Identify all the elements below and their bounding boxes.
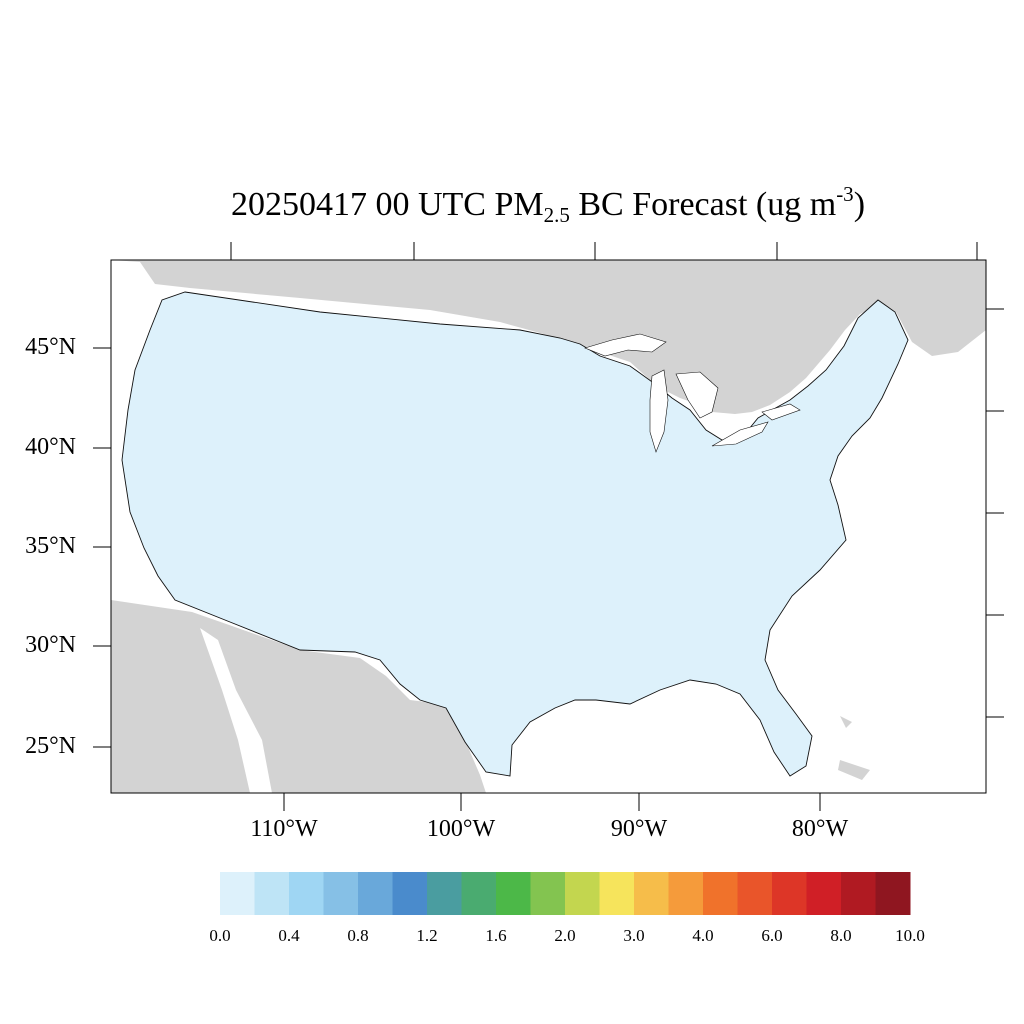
colorbar-label-7: 4.0 (692, 926, 714, 945)
lat-label-40: 40°N (25, 434, 76, 460)
title-superscript: -3 (836, 182, 854, 206)
cuba-land (838, 760, 870, 780)
lake-michigan (649, 369, 669, 453)
colorbar-label-6: 3.0 (623, 926, 645, 945)
colorbar-label-8: 6.0 (761, 926, 783, 945)
colorbar-swatch-11 (599, 872, 635, 915)
lat-label-25: 25°N (25, 733, 76, 759)
colorbar-label-3: 1.2 (416, 926, 438, 945)
colorbar-swatch-9 (530, 872, 566, 915)
colorbar-label-5: 2.0 (554, 926, 576, 945)
colorbar-swatch-1 (254, 872, 290, 915)
title-subscript: 2.5 (543, 203, 570, 227)
colorbar-swatch-4 (358, 872, 393, 915)
colorbar-swatch-15 (737, 872, 773, 915)
colorbar-label-10: 10.0 (895, 926, 925, 945)
lake-huron (675, 371, 719, 419)
bottom-ticks (283, 793, 821, 811)
lake-erie (711, 421, 769, 447)
map-frame (110, 259, 987, 794)
lat-label-35: 35°N (25, 533, 76, 559)
colorbar-swatch-0 (220, 872, 255, 915)
colorbar-swatch-2 (289, 872, 324, 915)
top-ticks (230, 242, 978, 260)
lat-label-45: 45°N (25, 334, 76, 360)
map-area (111, 260, 986, 793)
lon-label-90: 90°W (610, 816, 668, 842)
colorbar-swatch-8 (496, 872, 531, 915)
colorbar-swatch-17 (806, 872, 842, 915)
mexico-land (111, 600, 486, 793)
bahamas-land (840, 716, 852, 728)
colorbar-label-4: 1.6 (485, 926, 507, 945)
lon-label-100: 100°W (426, 816, 496, 842)
right-ticks (986, 308, 1004, 718)
colorbar-swatch-13 (668, 872, 704, 915)
title-suffix: ) (853, 186, 866, 223)
canada-land (111, 260, 986, 414)
colorbar-swatch-5 (392, 872, 428, 915)
lake-superior (584, 333, 667, 357)
title-prefix: 20250417 00 UTC PM (230, 186, 544, 223)
colorbar (220, 872, 911, 915)
lat-label-30: 30°N (25, 632, 76, 658)
colorbar-label-2: 0.8 (347, 926, 369, 945)
colorbar-swatch-10 (565, 872, 600, 915)
colorbar-swatch-16 (772, 872, 807, 915)
colorbar-swatch-14 (703, 872, 738, 915)
colorbar-swatch-18 (841, 872, 876, 915)
colorbar-swatch-6 (427, 872, 462, 915)
colorbar-swatch-3 (323, 872, 359, 915)
colorbar-swatch-7 (461, 872, 497, 915)
lat-ticks (93, 347, 111, 748)
title-middle: BC Forecast (ug m (569, 186, 837, 223)
colorbar-swatch-12 (634, 872, 669, 915)
colorbar-label-9: 8.0 (830, 926, 852, 945)
colorbar-swatch-19 (875, 872, 911, 915)
lake-ontario (761, 403, 801, 421)
map-title: 20250417 00 UTC PM2.5 BC Forecast (ug m-… (0, 184, 1024, 227)
lon-label-80: 80°W (791, 816, 849, 842)
baja-gulf (200, 628, 272, 793)
lon-label-110: 110°W (250, 816, 318, 842)
colorbar-label-1: 0.4 (278, 926, 300, 945)
colorbar-label-0: 0.0 (209, 926, 231, 945)
